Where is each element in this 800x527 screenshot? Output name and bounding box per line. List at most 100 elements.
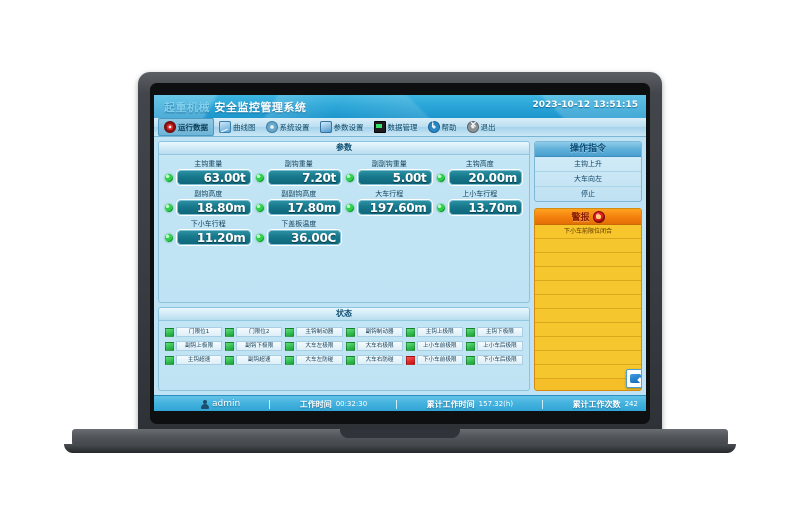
status-bar-divider-2: [396, 399, 398, 409]
parameter-icon: [319, 121, 332, 133]
status-cell: 大车右极限: [345, 341, 403, 351]
status-label: 下小车前极限: [416, 355, 463, 365]
status-cell: 主钩制动器: [285, 327, 343, 337]
menu-item-data-management[interactable]: 数据管理: [369, 119, 423, 135]
status-label: 副钩下极限: [236, 341, 283, 351]
username-label: admin: [212, 399, 241, 409]
parameter-row: 13.70m: [436, 199, 523, 216]
parameter-status-led: [255, 203, 264, 212]
parameter-value: 13.70m: [468, 200, 517, 215]
application-screen: 起重机械 安全监控管理系统 2023-10-12 13:51:15 运行数据 曲…: [154, 95, 646, 411]
parameter-cell: 副钩重量 7.20t: [255, 161, 342, 186]
status-label: 主钩下极限: [476, 327, 523, 337]
parameter-row: 17.80m: [255, 199, 342, 216]
menu-label-curve-chart: 曲线图: [233, 122, 256, 132]
parameter-status-led: [165, 203, 173, 212]
menu-item-help[interactable]: 帮助: [423, 119, 462, 135]
parameter-status-led: [255, 173, 264, 182]
menu-item-curve-chart[interactable]: 曲线图: [214, 119, 261, 135]
status-led: [165, 341, 174, 351]
parameter-value: 11.20m: [196, 230, 246, 245]
menu-item-system-settings[interactable]: 系统设置: [261, 119, 315, 135]
status-cell: 副钩下极限: [225, 341, 283, 351]
status-led: [285, 341, 295, 351]
operation-command-item[interactable]: 大车向左: [535, 172, 641, 187]
status-label: 副钩上极限: [176, 341, 223, 351]
database-icon: [373, 121, 386, 133]
work-time-label: 工作时间: [299, 399, 332, 409]
status-label: 上小车前极限: [416, 341, 463, 351]
menu-label-data-management: 数据管理: [387, 122, 418, 132]
operation-commands-title: 操作指令: [535, 142, 641, 157]
parameter-cell: 下小车行程 11.20m: [165, 221, 252, 246]
parameter-cell: 上小车行程 13.70m: [436, 191, 523, 216]
parameter-cell: 副副钩高度 17.80m: [255, 191, 342, 216]
status-cell: 上小车前极限: [405, 341, 463, 351]
parameter-value: 197.60m: [369, 200, 427, 215]
app-title-prefix: 起重机械: [164, 101, 210, 114]
status-label: 大车右极限: [356, 341, 403, 351]
alarm-row[interactable]: [535, 337, 641, 351]
parameter-status-led: [436, 203, 445, 212]
alarm-row[interactable]: [535, 281, 641, 295]
operation-commands-panel: 操作指令 主钩上升 大车向左停止: [534, 141, 642, 202]
parameter-value: 63.00t: [203, 170, 246, 185]
header-datetime: 2023-10-12 13:51:15: [532, 100, 638, 110]
laptop-base-notch: [340, 429, 460, 438]
alarm-row[interactable]: [535, 239, 641, 253]
menu-label-system-settings: 系统设置: [279, 122, 310, 132]
status-led: [345, 341, 355, 351]
total-work-count-label: 累计工作次数: [572, 399, 621, 409]
user-icon: [200, 399, 209, 409]
status-cell: 副钩制动器: [345, 327, 403, 337]
status-cell: 门限位1: [165, 327, 223, 337]
status-panel: 状态 门限位1 门限位2 主钩制动器 副钩制动器 主钩上极限 主钩下极限副钩上极限 副钩下极…: [158, 307, 530, 391]
status-led: [465, 327, 475, 337]
status-cell: 大车右防碰: [345, 355, 403, 365]
parameter-cell: 下盖板温度 36.00C: [255, 220, 342, 246]
status-panel-title: 状态: [159, 308, 529, 321]
work-time-group: 工作时间 00:32:30: [300, 399, 367, 410]
alarm-row[interactable]: [535, 351, 641, 365]
alarm-row[interactable]: 下小车前限位闭合: [535, 225, 641, 239]
status-led: [225, 327, 235, 337]
status-label: 主钩制动器: [296, 327, 343, 337]
parameters-panel-body: 主钩重量 63.00t 副钩重量 7.20t 副副钩重量 5.00t 主钩高度 20.00m 副…: [159, 155, 529, 250]
menu-item-parameter-settings[interactable]: 参数设置: [315, 119, 369, 135]
menu-item-exit[interactable]: 退出: [462, 119, 501, 135]
parameter-label: 副钩高度: [194, 190, 223, 198]
status-cell: 主钩下极限: [465, 327, 523, 337]
status-label: 下小车后极限: [476, 355, 523, 365]
parameter-grid: 主钩重量 63.00t 副钩重量 7.20t 副副钩重量 5.00t 主钩高度 20.00m 副…: [165, 161, 523, 246]
status-cell: 主钩上极限: [405, 327, 463, 337]
parameter-label: 下盖板温度: [281, 220, 317, 228]
main-content: 参数 主钩重量 63.00t 副钩重量 7.20t 副副钩重量 5.00t 主钩高度 20.0…: [154, 137, 646, 395]
alarm-row[interactable]: [535, 365, 641, 379]
current-user: admin: [200, 399, 240, 409]
alarm-row[interactable]: [535, 295, 641, 309]
alarm-row[interactable]: [535, 309, 641, 323]
menu-label-exit: 退出: [480, 122, 496, 132]
operation-command-item[interactable]: 主钩上升: [535, 157, 641, 172]
work-time-value: 00:32:30: [335, 400, 368, 408]
alarm-row[interactable]: [535, 323, 641, 337]
parameters-panel-title: 参数: [159, 142, 529, 155]
parameter-value: 7.20t: [302, 170, 336, 185]
alarm-row[interactable]: [535, 267, 641, 281]
floating-action-button[interactable]: [626, 369, 641, 388]
status-led: [405, 355, 415, 365]
alarm-row[interactable]: [535, 253, 641, 267]
operation-command-item[interactable]: 停止: [581, 190, 595, 198]
run-data-icon: [164, 121, 176, 133]
parameter-value: 36.00C: [291, 230, 336, 245]
parameter-label: 副副钩重量: [371, 160, 407, 168]
total-work-time-group: 累计工作时间 157.32(h): [427, 399, 513, 410]
menu-item-run-data[interactable]: 运行数据: [158, 118, 214, 136]
status-cell: 副钩超速: [225, 355, 283, 365]
parameter-row: 36.00C: [255, 229, 342, 246]
status-led: [345, 355, 355, 365]
total-work-time-label: 累计工作时间: [426, 399, 475, 409]
status-cell: 门限位2: [225, 327, 283, 337]
parameter-value: 5.00t: [392, 170, 427, 185]
parameter-label: 主钩高度: [465, 160, 494, 168]
